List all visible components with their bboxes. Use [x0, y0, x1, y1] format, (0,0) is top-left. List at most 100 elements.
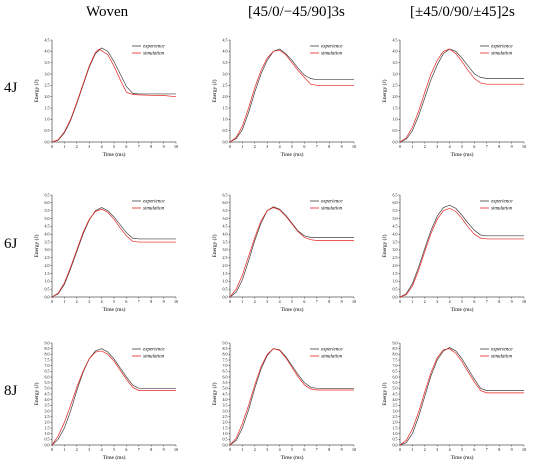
series-line-simulation — [229, 207, 354, 298]
y-tick-label: 9.0 — [393, 340, 398, 345]
y-tick-label: 5.0 — [223, 216, 228, 221]
y-tick-label: 3.0 — [45, 71, 50, 76]
x-tick-label: 6 — [125, 447, 127, 452]
y-tick-label: 4.5 — [45, 391, 50, 396]
x-tick-label: 10 — [522, 447, 526, 452]
x-tick-label: 6 — [303, 144, 305, 149]
y-tick-label: 1.5 — [393, 425, 398, 430]
x-tick-label: 2 — [254, 144, 256, 149]
y-tick-label: 3.0 — [393, 71, 398, 76]
y-tick-label: 6.0 — [393, 374, 398, 379]
x-axis-label: Time (ms) — [281, 306, 304, 313]
legend-label-simulation: simulation — [143, 52, 165, 57]
x-tick-label: 9 — [163, 447, 165, 452]
y-axis-label: Energy (J) — [211, 382, 218, 405]
y-tick-label: 0.5 — [393, 437, 398, 442]
y-tick-label: 1.0 — [223, 431, 228, 436]
x-tick-label: 4 — [279, 144, 281, 149]
chart-8j-woven: 0 1 2 3 4 5 6 7 8 9 10 0.00.51.01.52.02.53.03.54.04… — [33, 340, 178, 461]
column-title-quasi-isotropic: [45/0/−45/90]3s — [248, 4, 345, 20]
x-tick-label: 8 — [150, 144, 152, 149]
chart-8j-angle-ply: 0 1 2 3 4 5 6 7 8 9 10 0.00.51.01.52.02.53.03.54.04… — [381, 340, 526, 461]
y-tick-label: 1.5 — [223, 105, 228, 110]
y-tick-label: 5.0 — [393, 216, 398, 221]
x-tick-label: 5 — [291, 144, 293, 149]
x-tick-label: 9 — [511, 299, 513, 304]
y-tick-label: 0.0 — [393, 139, 398, 144]
x-tick-label: 10 — [352, 447, 356, 452]
series-line-simulation — [51, 208, 176, 298]
series-line-experience — [51, 47, 176, 143]
y-tick-label: 0.0 — [45, 442, 50, 447]
y-axis-label: Energy (J) — [381, 79, 388, 102]
x-tick-label: 1 — [411, 447, 413, 452]
x-axis-label: Time (ms) — [281, 151, 304, 158]
row-label-8j: 8J — [4, 383, 18, 399]
y-tick-label: 0.0 — [223, 139, 228, 144]
x-tick-label: 9 — [341, 299, 343, 304]
x-tick-label: 5 — [291, 447, 293, 452]
y-tick-label: 4.0 — [45, 397, 50, 402]
chart-8j-quasi-isotropic: 0 1 2 3 4 5 6 7 8 9 10 0.00.51.01.52.02.53.03.54.04… — [211, 340, 356, 461]
x-tick-label: 2 — [424, 447, 426, 452]
y-tick-label: 0.0 — [393, 294, 398, 299]
legend-label-simulation: simulation — [321, 355, 343, 360]
x-tick-label: 4 — [449, 144, 451, 149]
y-tick-label: 2.5 — [393, 414, 398, 419]
x-axis-label: Time (ms) — [103, 306, 126, 313]
x-tick-label: 1 — [241, 144, 243, 149]
legend-label-experience: experience — [321, 45, 343, 50]
y-tick-label: 3.5 — [393, 403, 398, 408]
y-tick-label: 6.0 — [223, 374, 228, 379]
y-tick-label: 4.0 — [223, 232, 228, 237]
series-line-experience — [51, 207, 176, 298]
x-tick-label: 1 — [63, 447, 65, 452]
y-tick-label: 4.0 — [393, 49, 398, 54]
y-tick-label: 4.0 — [45, 232, 50, 237]
legend-label-experience: experience — [321, 348, 343, 353]
column-title-woven: Woven — [86, 4, 129, 20]
y-tick-label: 2.5 — [45, 414, 50, 419]
y-tick-label: 5.5 — [223, 380, 228, 385]
series-line-experience — [229, 348, 354, 446]
y-tick-label: 6.5 — [45, 369, 50, 374]
y-tick-label: 5.5 — [45, 208, 50, 213]
x-tick-label: 0 — [229, 447, 231, 452]
series-line-experience — [51, 348, 176, 446]
y-tick-label: 0.5 — [223, 128, 228, 133]
y-tick-label: 3.0 — [223, 408, 228, 413]
y-tick-label: 9.0 — [223, 340, 228, 345]
x-tick-label: 1 — [63, 299, 65, 304]
x-tick-label: 8 — [328, 447, 330, 452]
x-axis-label: Time (ms) — [281, 454, 304, 461]
row-label-4j: 4J — [4, 80, 18, 96]
x-tick-label: 7 — [486, 144, 488, 149]
x-tick-label: 2 — [254, 299, 256, 304]
legend-label-simulation: simulation — [491, 207, 513, 212]
x-tick-label: 10 — [522, 299, 526, 304]
y-tick-label: 2.0 — [393, 94, 398, 99]
y-tick-label: 2.0 — [223, 263, 228, 268]
y-tick-label: 5.5 — [223, 208, 228, 213]
y-tick-label: 2.5 — [393, 83, 398, 88]
y-tick-label: 4.5 — [45, 37, 50, 42]
y-tick-label: 1.0 — [45, 431, 50, 436]
x-tick-label: 4 — [101, 447, 103, 452]
x-tick-label: 3 — [88, 144, 90, 149]
y-tick-label: 6.0 — [223, 200, 228, 205]
y-tick-label: 0.5 — [223, 286, 228, 291]
series-line-simulation — [229, 348, 354, 446]
y-tick-label: 4.0 — [45, 49, 50, 54]
x-tick-label: 6 — [473, 447, 475, 452]
x-tick-label: 6 — [125, 144, 127, 149]
y-tick-label: 8.0 — [45, 352, 50, 357]
x-tick-label: 9 — [163, 299, 165, 304]
y-tick-label: 1.5 — [45, 271, 50, 276]
y-tick-label: 4.5 — [223, 37, 228, 42]
legend-label-experience: experience — [143, 348, 165, 353]
x-tick-label: 7 — [138, 144, 140, 149]
x-tick-label: 6 — [473, 144, 475, 149]
y-tick-label: 7.0 — [393, 363, 398, 368]
y-tick-label: 1.5 — [45, 425, 50, 430]
